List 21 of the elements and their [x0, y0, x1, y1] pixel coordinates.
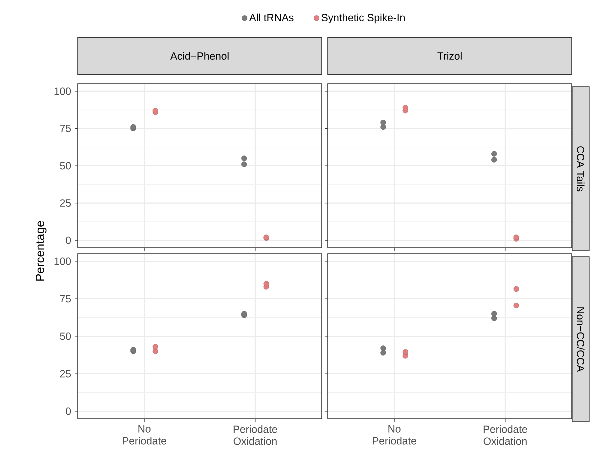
y2-axis-title: CCA Tails	[577, 146, 585, 192]
y-tick-label: 25	[60, 200, 72, 207]
y-tick-label: 50	[60, 162, 72, 170]
x-tick-label: No Periodate	[373, 426, 416, 445]
y-axis-title: Percentage	[36, 221, 47, 281]
y-tick-label: 25	[60, 370, 72, 378]
chart-title: Trizol	[438, 52, 462, 60]
y-tick-label: 50	[60, 332, 72, 340]
y-tick-label: 75	[60, 125, 72, 132]
x-tick-label: Periodate Oxidation	[484, 426, 528, 446]
y2-axis-title: Non−CC/CCA	[577, 308, 585, 372]
legend-label: Synthetic Spike-In	[322, 14, 405, 24]
y-tick-label: 100	[54, 88, 72, 96]
y-tick-label: 0	[66, 236, 72, 244]
x-tick-label: Periodate Oxidation	[234, 426, 278, 446]
y-tick-label: 100	[54, 258, 72, 266]
y-tick-label: 0	[66, 408, 72, 416]
y-tick-label: 75	[60, 295, 72, 303]
legend-label: All tRNAs	[249, 14, 294, 22]
x-tick-label: No Periodate	[123, 426, 166, 445]
chart-title: Acid−Phenol	[170, 52, 229, 60]
